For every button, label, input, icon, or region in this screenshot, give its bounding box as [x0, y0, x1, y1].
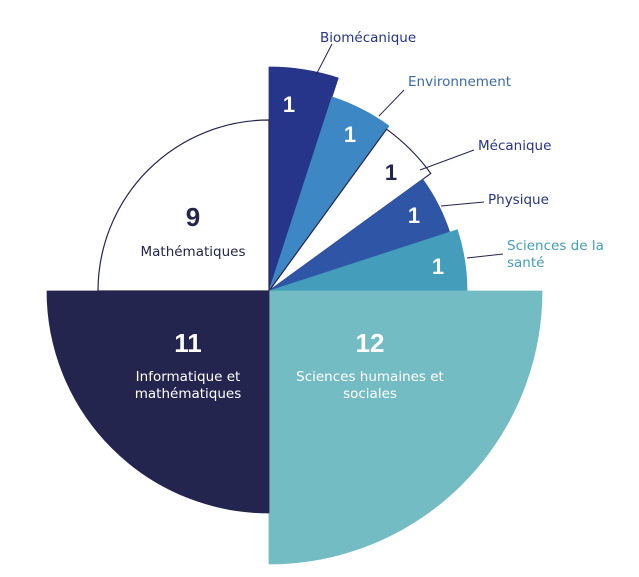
value-label-physique: 1	[408, 203, 420, 228]
category-label-sciences-humaines-et-sociales: Sciences humaines et sociales	[296, 369, 444, 402]
category-label-mecanique: Mécanique	[478, 138, 551, 154]
value-label-biomecanique: 1	[283, 92, 295, 117]
slice-informatique-et-mathematiques	[46, 290, 270, 514]
value-label-environnement: 1	[344, 122, 356, 147]
value-label-sciences-de-la-sante: 1	[432, 254, 444, 279]
slice-environnement	[268, 96, 390, 292]
leader-line-physique	[440, 201, 485, 207]
leader-line-environnement	[378, 89, 405, 117]
category-label-informatique-et-mathematiques: Informatique et mathématiques	[135, 369, 242, 402]
value-label-informatique-et-mathematiques: 11	[174, 328, 202, 358]
slice-sciences-humaines-et-sociales	[268, 290, 543, 565]
category-label-physique: Physique	[488, 192, 549, 208]
value-label-mathematiques: 9	[186, 202, 200, 232]
value-label-mecanique: 1	[385, 160, 397, 185]
value-label-sciences-humaines-et-sociales: 12	[356, 328, 385, 358]
slice-mathematiques	[97, 119, 270, 292]
leader-line-biomecanique	[315, 43, 333, 76]
category-label-sciences-de-la-sante: Sciences de la santé	[507, 238, 604, 271]
leader-line-sciences-de-la-sante	[466, 253, 504, 259]
leader-line-mecanique	[419, 149, 475, 171]
category-label-environnement: Environnement	[408, 74, 511, 90]
category-label-biomecanique: Biomécanique	[320, 30, 416, 46]
slice-mecanique	[268, 128, 432, 292]
slice-biomecanique	[268, 66, 339, 292]
category-label-mathematiques: Mathématiques	[140, 244, 245, 260]
